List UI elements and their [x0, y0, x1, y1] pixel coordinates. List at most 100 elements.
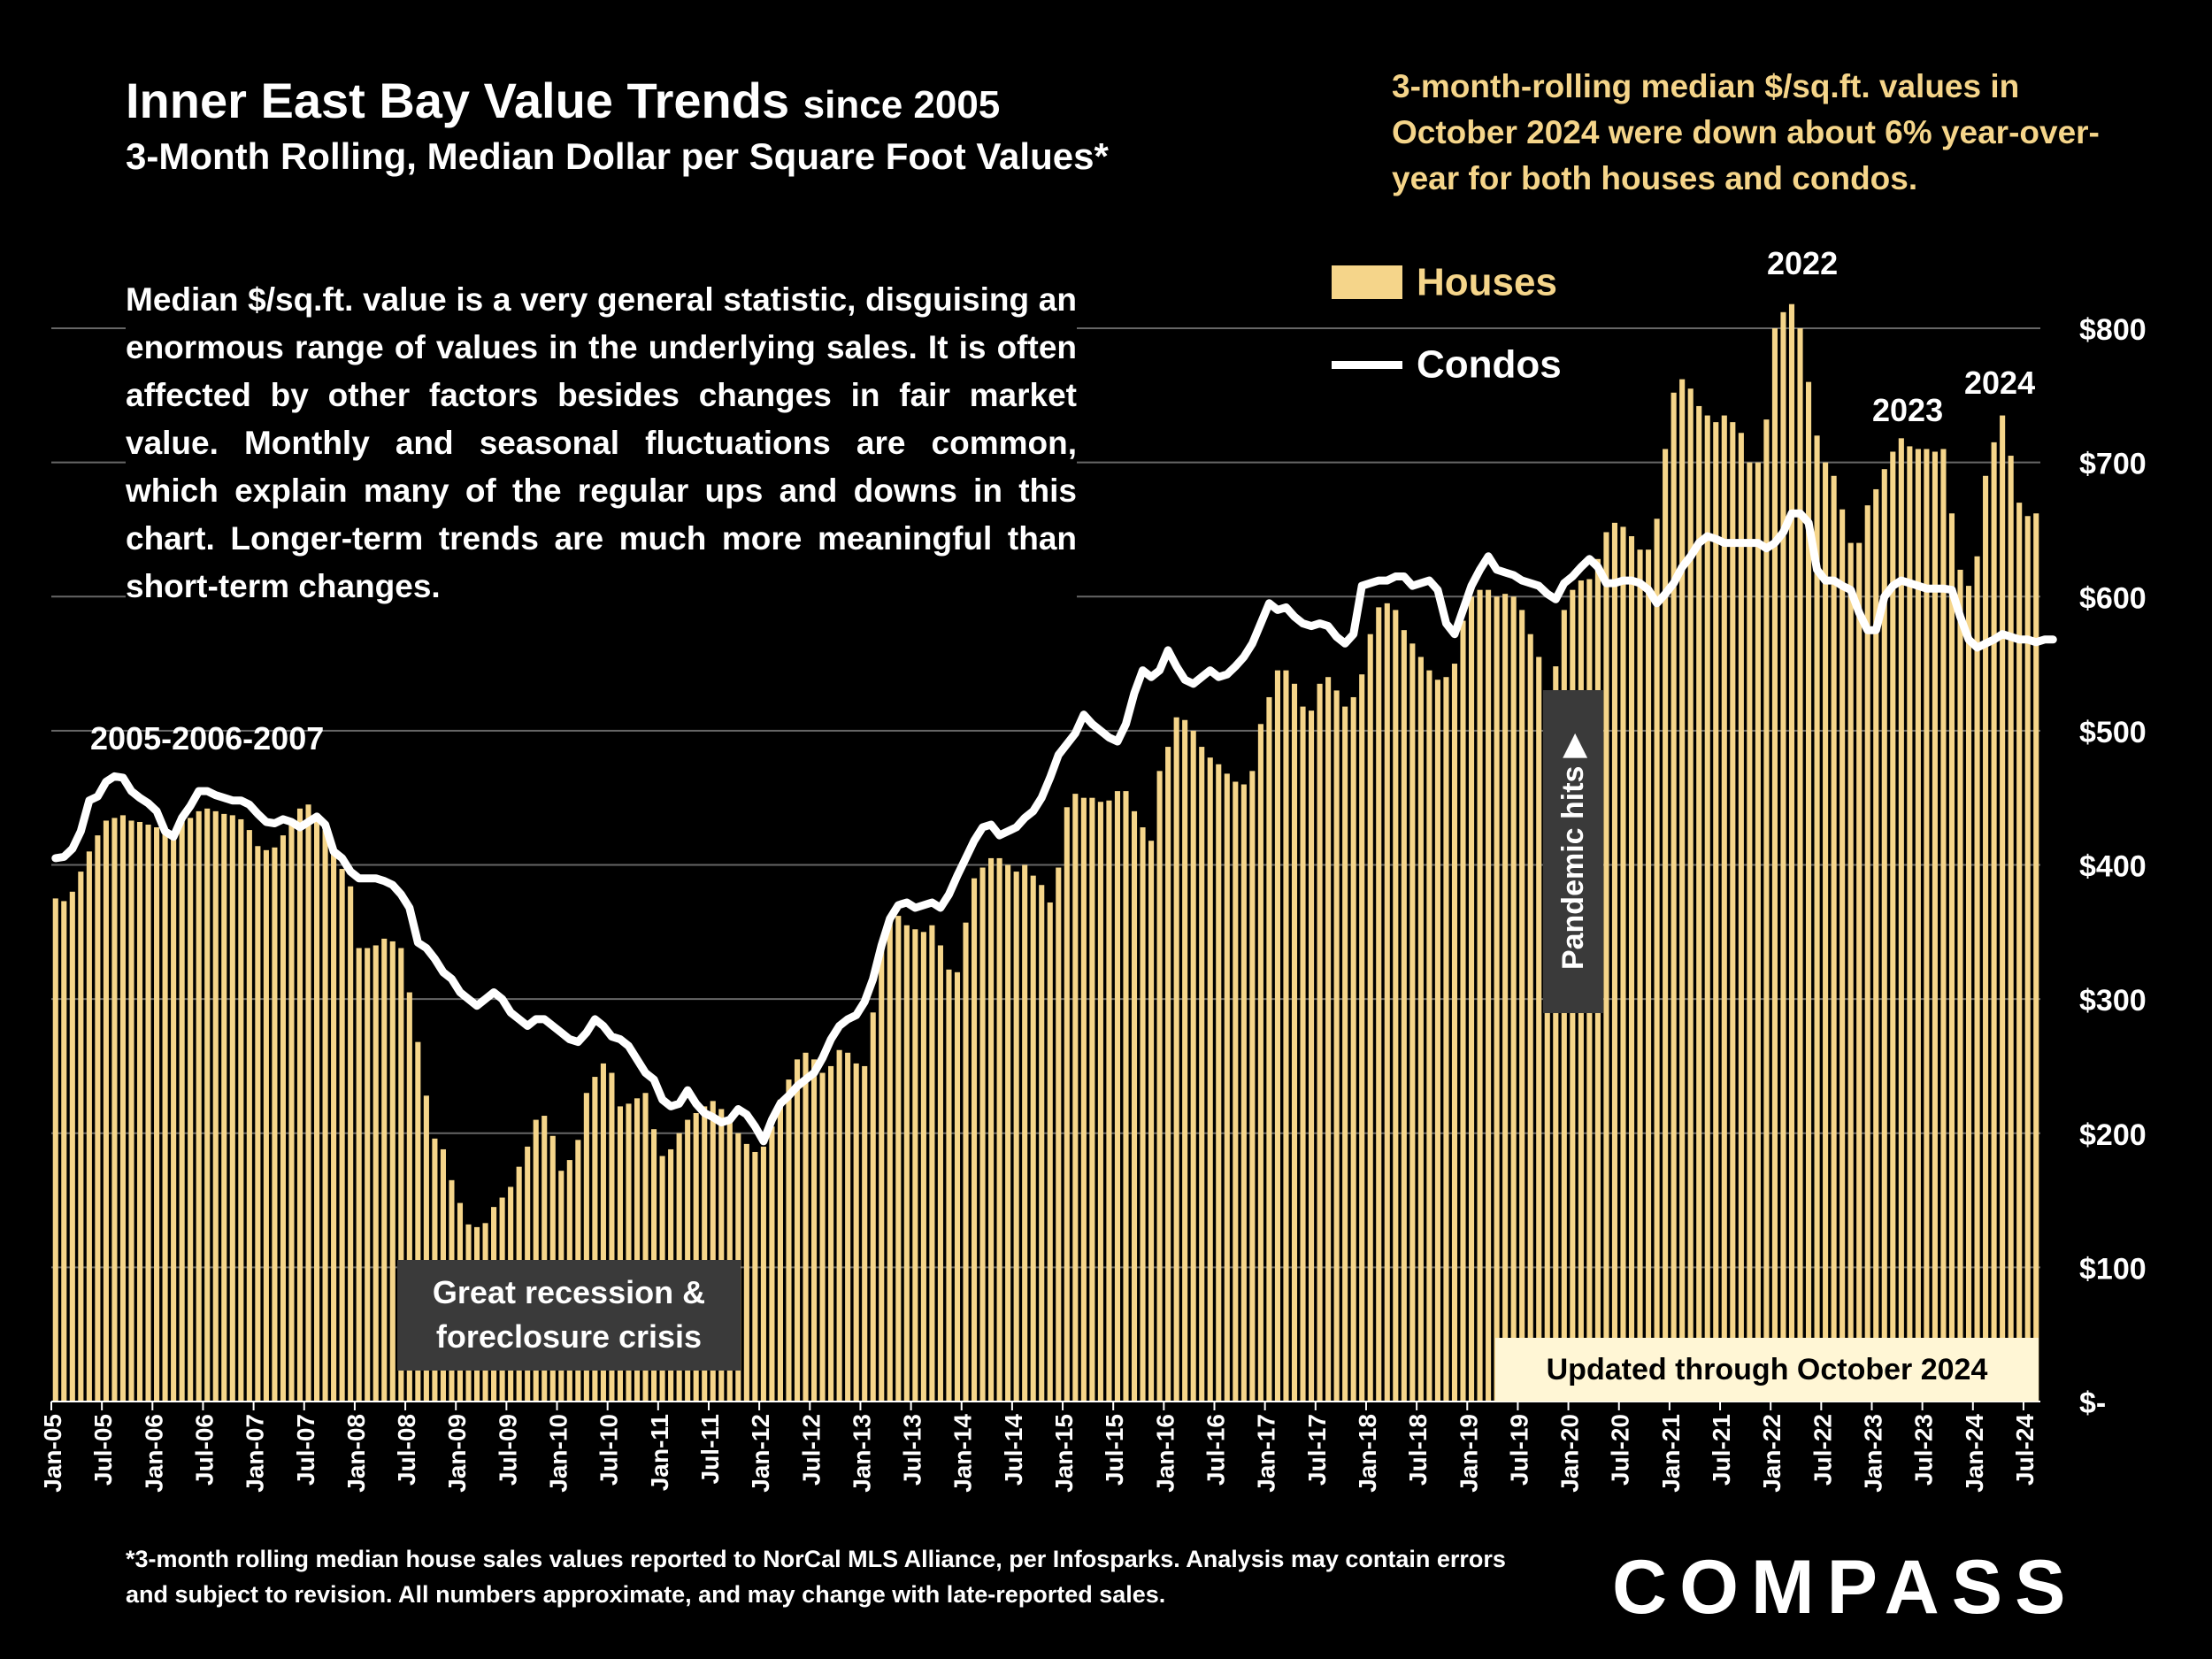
legend-houses-swatch: [1332, 265, 1402, 300]
houses-bar: [339, 869, 345, 1402]
houses-bar: [693, 1113, 699, 1402]
houses-bar: [769, 1126, 775, 1402]
houses-bar: [1881, 469, 1887, 1402]
houses-bar: [1671, 392, 1677, 1402]
houses-bar: [626, 1103, 632, 1402]
y-tick-label: $800: [2079, 313, 2147, 347]
x-tick-label: Jul-16: [1202, 1414, 1230, 1486]
houses-bar: [288, 821, 295, 1402]
houses-bar: [1788, 303, 1795, 1402]
houses-bar: [154, 827, 160, 1402]
houses-bar: [1376, 607, 1382, 1402]
houses-bar: [1974, 556, 1980, 1402]
houses-bar: [1190, 730, 1196, 1402]
houses-bar: [305, 804, 311, 1402]
houses-bar: [903, 925, 910, 1402]
houses-bar: [263, 849, 269, 1402]
houses-bar: [348, 886, 354, 1402]
houses-bar: [95, 835, 101, 1402]
annotation-2023: 2023: [1872, 392, 1944, 428]
houses-bar: [1663, 449, 1669, 1402]
houses-bar: [373, 945, 379, 1402]
houses-bar: [69, 891, 75, 1402]
houses-bar: [356, 948, 362, 1402]
houses-bar: [988, 857, 995, 1402]
houses-bar: [1140, 827, 1146, 1402]
chart-subtitle: 3-Month Rolling, Median Dollar per Squar…: [126, 135, 1109, 177]
houses-bar: [1856, 542, 1863, 1402]
houses-bar: [1477, 589, 1483, 1402]
houses-bar: [196, 810, 202, 1402]
houses-bar: [1199, 747, 1205, 1402]
houses-bar: [702, 1106, 708, 1402]
houses-bar: [1494, 596, 1500, 1402]
houses-bar: [963, 922, 969, 1402]
y-tick-label: $600: [2079, 581, 2147, 615]
houses-bar: [1646, 549, 1652, 1402]
houses-bar: [246, 830, 252, 1402]
houses-bar: [2024, 516, 2031, 1402]
houses-bar: [78, 872, 84, 1402]
houses-bar: [1257, 724, 1263, 1402]
houses-bar: [920, 932, 926, 1402]
houses-bar: [111, 818, 118, 1402]
houses-bar: [204, 808, 211, 1402]
houses-bar: [1080, 797, 1087, 1402]
x-tick-label: Jan-14: [949, 1414, 977, 1493]
houses-bar: [887, 916, 893, 1402]
houses-bar: [743, 1143, 749, 1402]
houses-bar: [171, 835, 177, 1402]
houses-bar: [592, 1077, 598, 1402]
houses-bar: [296, 808, 303, 1402]
annotation-2024: 2024: [1964, 365, 2036, 401]
houses-bar: [1216, 764, 1222, 1402]
houses-bar: [423, 1095, 429, 1402]
houses-bar: [1233, 781, 1239, 1402]
houses-bar: [1030, 875, 1036, 1402]
houses-bar: [1317, 683, 1323, 1402]
houses-bar: [1460, 620, 1466, 1402]
houses-bar: [1005, 864, 1011, 1402]
houses-bar: [1283, 670, 1289, 1402]
houses-bar: [895, 916, 902, 1402]
pandemic-annotation-text: Pandemic hits ▶: [1556, 733, 1590, 970]
houses-bar: [1679, 379, 1686, 1402]
houses-bar: [1948, 513, 1955, 1402]
houses-bar: [229, 815, 235, 1402]
x-tick-label: Jul-24: [2011, 1414, 2039, 1486]
houses-bar: [1847, 542, 1854, 1402]
houses-bar: [1047, 902, 1053, 1402]
houses-bar: [1039, 885, 1045, 1402]
houses-bar: [1342, 706, 1348, 1402]
houses-bar: [145, 825, 151, 1402]
houses-bar: [128, 820, 134, 1402]
houses-bar: [1620, 526, 1626, 1402]
houses-bar: [1384, 603, 1390, 1402]
y-tick-label: $100: [2079, 1252, 2147, 1286]
houses-bar: [1359, 674, 1365, 1402]
x-tick-label: Jan-17: [1253, 1414, 1280, 1493]
houses-bar: [1932, 451, 1938, 1402]
houses-bar: [2016, 503, 2023, 1402]
houses-bar: [2000, 415, 2006, 1402]
houses-bar: [398, 948, 404, 1402]
legend-condos-swatch: [1332, 360, 1402, 369]
houses-bar: [2008, 456, 2014, 1402]
houses-bar: [946, 969, 952, 1402]
houses-bar: [752, 1151, 758, 1402]
houses-bar: [1797, 328, 1803, 1402]
houses-bar: [710, 1101, 716, 1402]
houses-bar: [1780, 311, 1786, 1402]
houses-bar: [221, 813, 227, 1402]
houses-bar: [1965, 586, 1972, 1402]
houses-bar: [1173, 717, 1179, 1402]
houses-bar: [1890, 451, 1896, 1402]
houses-bar: [718, 1109, 725, 1402]
houses-bar: [609, 1072, 615, 1402]
houses-bar: [1207, 757, 1213, 1402]
houses-bar: [61, 901, 67, 1402]
houses-bar: [1654, 518, 1660, 1402]
houses-bar: [1486, 589, 1492, 1402]
houses-bar: [1983, 475, 1989, 1402]
